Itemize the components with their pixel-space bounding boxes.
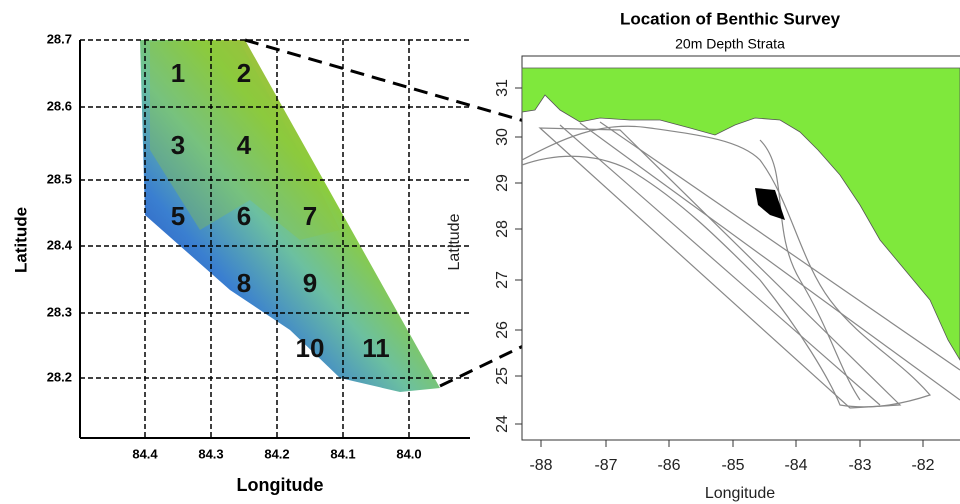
- y-tick-label: 28.5: [47, 171, 72, 186]
- y-tick-label: 29: [494, 174, 511, 192]
- x-tick-label: 84.1: [330, 446, 355, 461]
- y-tick-label: 28.6: [47, 98, 72, 113]
- y-tick-label: 30: [494, 128, 511, 146]
- x-tick-label: 84.3: [198, 446, 223, 461]
- y-tick-label: 28.3: [47, 304, 72, 319]
- x-axis-label: Longitude: [237, 475, 324, 495]
- cell-number: 1: [171, 58, 185, 88]
- y-tick-label: 28.4: [47, 237, 73, 252]
- x-tick-label: 84.4: [132, 446, 158, 461]
- y-tick-label: 28: [494, 220, 511, 238]
- map-subtitle: 20m Depth Strata: [675, 36, 785, 52]
- x-tick-label: -83: [848, 457, 871, 474]
- cell-number: 2: [237, 58, 251, 88]
- y-tick-label: 24: [494, 415, 511, 433]
- cell-number: 7: [303, 201, 317, 231]
- cell-number: 8: [237, 268, 251, 298]
- x-tick-label: 84.2: [264, 446, 289, 461]
- x-tick-label: -85: [721, 457, 744, 474]
- cell-number: 6: [237, 201, 251, 231]
- y-tick-label: 28.7: [47, 31, 72, 46]
- y-tick-label: 26: [494, 321, 511, 339]
- x-axis-label: Longitude: [705, 485, 775, 502]
- y-tick-label: 25: [494, 367, 511, 385]
- x-tick-label: -87: [594, 457, 617, 474]
- y-tick-label: 31: [494, 79, 511, 97]
- cell-number: 10: [296, 333, 325, 363]
- x-tick-label: -86: [657, 457, 680, 474]
- y-axis-label: Latitude: [11, 207, 30, 273]
- x-tick-label: -88: [529, 457, 552, 474]
- cell-number: 4: [237, 130, 252, 160]
- y-tick-label: 27: [494, 271, 511, 289]
- figure: 28.7 28.6 28.5 28.4 28.3 28.2 84.4 84.3 84.2 84.1…: [0, 0, 960, 504]
- cell-number: 3: [171, 130, 185, 160]
- x-tick-label: -84: [784, 457, 807, 474]
- y-axis-label: Latitude: [446, 213, 463, 270]
- left-map: 28.7 28.6 28.5 28.4 28.3 28.2 84.4 84.3 84.2 84.1…: [11, 31, 470, 494]
- x-tick-label: 84.0: [396, 446, 421, 461]
- map-title: Location of Benthic Survey: [620, 9, 841, 28]
- right-map: Location of Benthic Survey 20m Depth Str…: [446, 9, 960, 502]
- cell-number: 11: [362, 333, 390, 363]
- cell-number: 5: [171, 201, 185, 231]
- cell-number: 9: [303, 268, 317, 298]
- y-tick-label: 28.2: [47, 369, 72, 384]
- x-tick-label: -82: [911, 457, 934, 474]
